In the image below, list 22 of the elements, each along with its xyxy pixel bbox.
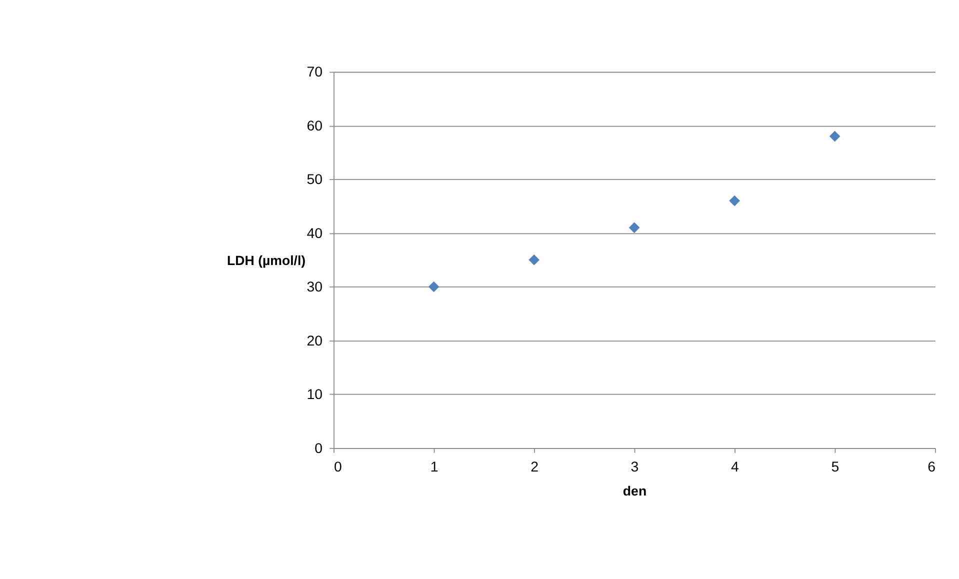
point [628, 222, 640, 234]
y-tick-label: 40 [306, 226, 323, 242]
point [528, 254, 540, 266]
y-tick-label: 0 [314, 440, 323, 457]
x-tick-label: 2 [530, 459, 539, 476]
y-tick-label: 50 [306, 172, 323, 188]
x-tick-label: 6 [928, 459, 936, 476]
y-axis-title: LDH (µmol/l) [227, 252, 306, 268]
point [428, 281, 440, 292]
y-tick-label: 70 [306, 64, 323, 81]
x-tick-label: 4 [731, 459, 740, 476]
point [729, 195, 740, 206]
point [829, 130, 840, 142]
y-tick-label: 20 [306, 333, 323, 350]
x-tick-label: 3 [630, 459, 639, 476]
x-tick-label: 0 [334, 459, 342, 476]
y-tick-label: 60 [306, 118, 323, 134]
y-tick-label: 30 [306, 280, 323, 296]
x-tick-label: 1 [430, 459, 438, 476]
x-tick-label: 5 [831, 459, 840, 476]
x-axis-title: den [622, 483, 647, 498]
y-tick-label: 10 [306, 387, 323, 404]
